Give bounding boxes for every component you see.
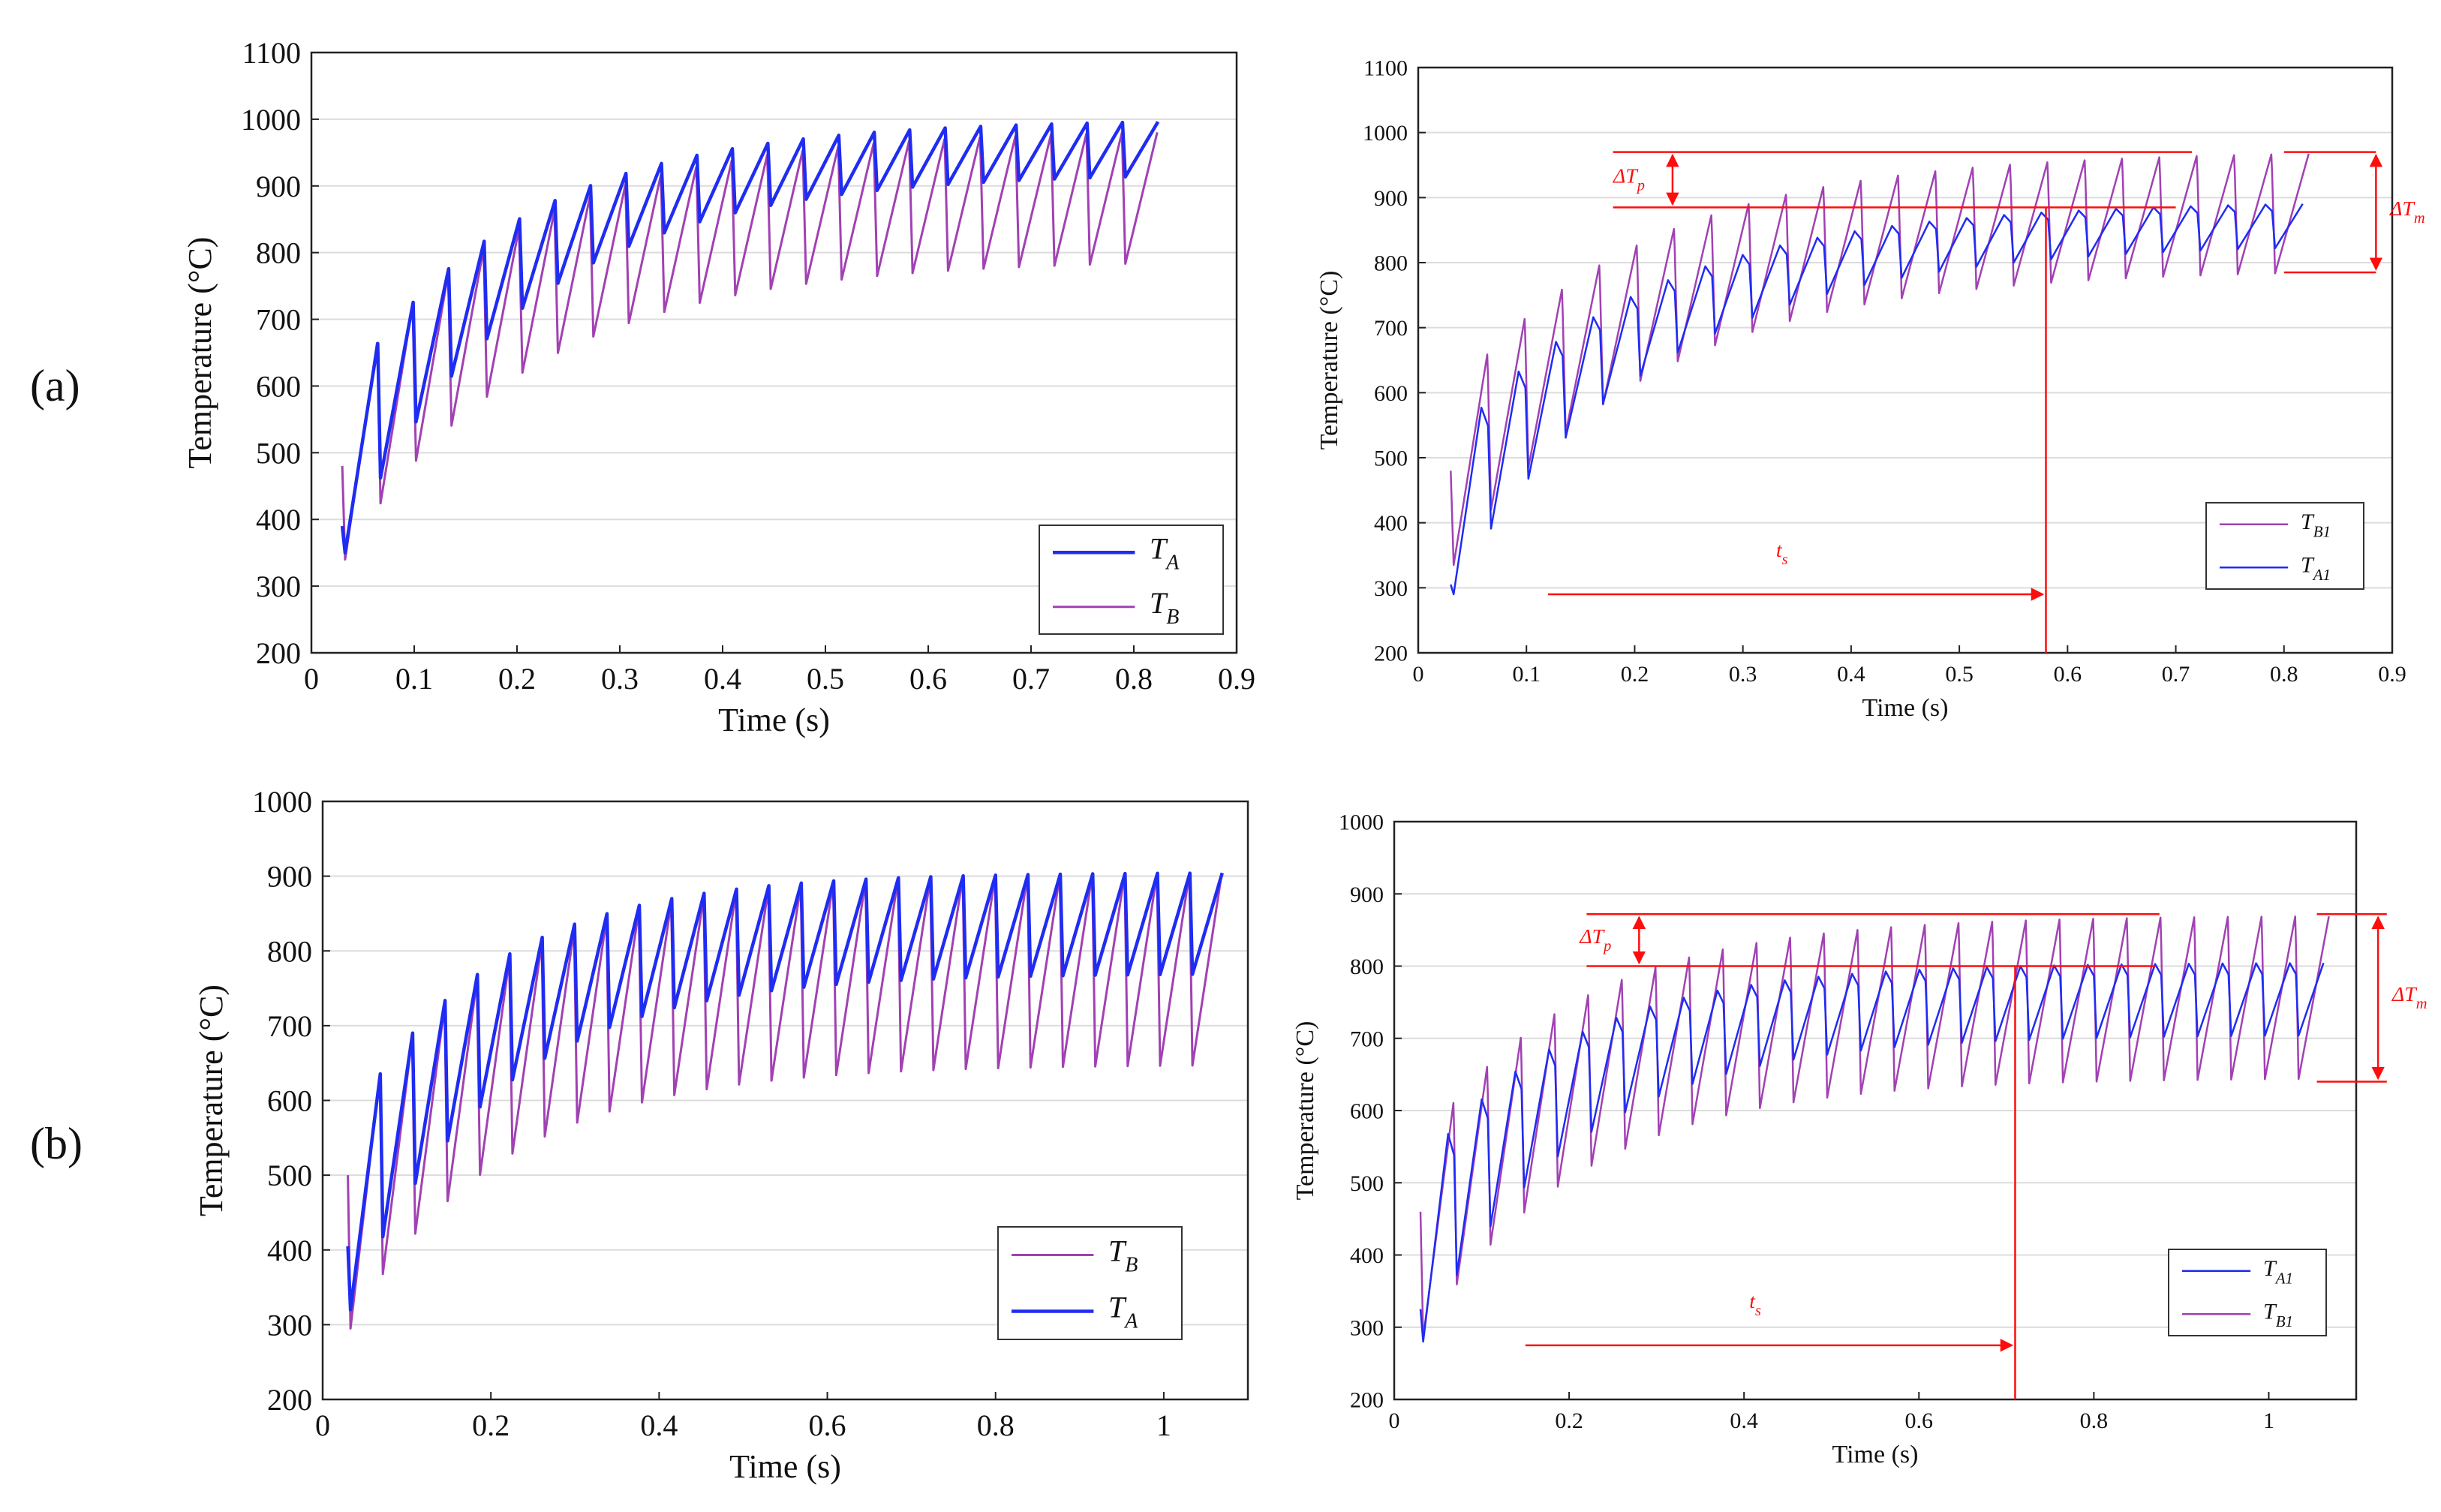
x-tick-label: 0.6: [909, 662, 947, 696]
chart-a-left: 0 0.1 0.2 0.3 0.4 0.5 0.6 0.7 0.8 0.9 200 300 400 500…: [182, 36, 1255, 738]
x-tick-label: 0.8: [1115, 662, 1153, 696]
series-line-ta1: [1419, 962, 2325, 1343]
y-axis-label: Temperature (°C): [1291, 1021, 1319, 1201]
x-tick-label: 0.7: [2162, 662, 2190, 687]
y-axis-label: Temperature (°C): [1315, 271, 1343, 450]
y-tick-label: 700: [1374, 316, 1408, 341]
x-tick-label: 0.2: [472, 1408, 510, 1442]
y-tick-label: 1000: [252, 785, 312, 819]
row-label-a: (a): [30, 361, 80, 410]
x-tick-label: 0.4: [640, 1408, 678, 1442]
x-tick-label: 0.5: [1945, 662, 1974, 687]
y-tick-label: 200: [256, 636, 301, 670]
y-tick-label: 400: [267, 1234, 312, 1267]
x-tick-label: 0: [315, 1408, 330, 1442]
y-tick-label: 900: [1374, 186, 1408, 211]
y-tick-label: 800: [267, 934, 312, 968]
row-label-b: (b): [30, 1119, 83, 1168]
x-tick-label: 0.6: [1905, 1408, 1934, 1433]
y-tick-label: 600: [1374, 381, 1408, 406]
x-tick-label: 0.1: [395, 662, 433, 696]
y-tick-label: 600: [267, 1084, 312, 1118]
y-axis-label: Temperature (°C): [193, 984, 230, 1216]
y-tick-label: 800: [256, 236, 301, 270]
x-tick-label: 0.4: [704, 662, 741, 696]
series-line-tb1: [1450, 153, 2310, 567]
y-tick-label: 700: [256, 303, 301, 337]
legend-box: [2205, 502, 2364, 590]
y-tick-label: 900: [267, 860, 312, 894]
y-tick-label: 1100: [1363, 56, 1408, 81]
annot-dtm-label: ΔTm: [2391, 983, 2427, 1012]
series-line-tb: [347, 873, 1223, 1330]
x-tick-label: 0.6: [809, 1408, 846, 1442]
x-tick-label: 0.8: [977, 1408, 1015, 1442]
y-tick-label: 1000: [1339, 810, 1384, 835]
chart-a-right: 0 0.1 0.2 0.3 0.4 0.5 0.6 0.7 0.8 0.9 200 300 400 500…: [1315, 56, 2425, 723]
x-tick-label: 0.9: [2378, 662, 2406, 687]
y-tick-label: 700: [1350, 1027, 1384, 1051]
y-tick-label: 900: [1350, 882, 1384, 907]
x-tick-label: 0.5: [807, 662, 844, 696]
x-tick-label: 0.2: [1555, 1408, 1583, 1433]
y-axis-label: Temperature (°C): [182, 237, 218, 469]
x-axis-label: Time (s): [1862, 694, 1949, 722]
x-tick-label: 0.4: [1837, 662, 1865, 687]
y-tick-label: 500: [1350, 1171, 1384, 1196]
y-tick-label: 300: [1374, 576, 1408, 601]
x-tick-label: 0.1: [1512, 662, 1541, 687]
chart-b-right: 0 0.2 0.4 0.6 0.8 1 200 300 400 500 600 700 800 900 10…: [1291, 810, 2427, 1469]
y-tick-label: 1100: [242, 36, 301, 70]
x-tick-label: 1: [2263, 1408, 2274, 1433]
x-axis-label: Time (s): [1832, 1441, 1919, 1468]
y-tick-label: 400: [1374, 511, 1408, 536]
x-tick-label: 0: [1413, 662, 1424, 687]
x-tick-label: 0.8: [2080, 1408, 2109, 1433]
y-tick-label: 800: [1350, 954, 1384, 979]
x-tick-label: 0.3: [1729, 662, 1757, 687]
axes-frame: [310, 51, 1238, 654]
y-tick-label: 200: [1350, 1388, 1384, 1413]
x-tick-label: 0.7: [1012, 662, 1050, 696]
x-tick-label: 0.6: [2054, 662, 2082, 687]
x-axis-label: Time (s): [729, 1448, 841, 1485]
y-tick-label: 500: [267, 1159, 312, 1192]
y-tick-label: 500: [256, 436, 301, 470]
legend-box: [2168, 1249, 2327, 1336]
y-tick-label: 1000: [241, 103, 301, 137]
y-tick-label: 600: [256, 369, 301, 403]
x-tick-label: 0: [1389, 1408, 1400, 1433]
series-line-ta: [340, 120, 1160, 555]
x-axis-label: Time (s): [718, 702, 830, 738]
x-tick-label: 0.2: [1621, 662, 1649, 687]
y-tick-label: 800: [1374, 251, 1408, 276]
x-tick-label: 0: [304, 662, 319, 696]
series-line-ta: [346, 871, 1224, 1312]
y-tick-label: 400: [256, 503, 301, 537]
x-tick-label: 0.8: [2270, 662, 2298, 687]
y-tick-label: 300: [256, 570, 301, 603]
y-tick-label: 900: [256, 170, 301, 203]
x-tick-label: 0.2: [498, 662, 536, 696]
axes-frame: [1417, 66, 2394, 654]
x-tick-label: 0.3: [601, 662, 639, 696]
x-tick-label: 0.4: [1730, 1408, 1758, 1433]
y-tick-label: 500: [1374, 446, 1408, 471]
y-tick-label: 600: [1350, 1099, 1384, 1124]
y-tick-label: 700: [267, 1009, 312, 1043]
x-tick-label: 0.9: [1218, 662, 1255, 696]
legend-box: [1039, 525, 1224, 635]
annot-dtm-label: ΔTm: [2389, 197, 2425, 227]
y-tick-label: 1000: [1363, 121, 1408, 146]
series-line-ta1: [1450, 203, 2304, 596]
x-tick-label: 1: [1156, 1408, 1171, 1442]
y-tick-label: 300: [1350, 1315, 1384, 1340]
y-tick-label: 200: [1374, 642, 1408, 666]
y-tick-label: 300: [267, 1308, 312, 1342]
y-tick-label: 400: [1350, 1243, 1384, 1268]
legend-box: [997, 1226, 1183, 1340]
y-tick-label: 200: [267, 1383, 312, 1417]
chart-b-left: 0 0.2 0.4 0.6 0.8 1 200 300 400 500 600 700 800 900 10…: [193, 785, 1249, 1485]
